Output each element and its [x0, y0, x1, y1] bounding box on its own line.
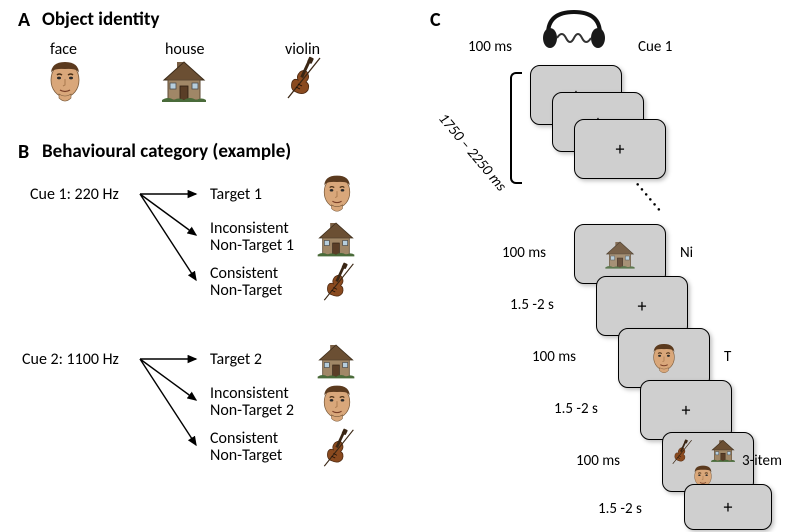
face-icon: [318, 172, 356, 214]
fixation-screen: +: [640, 380, 732, 440]
cue1-consistent: Consistent Non-Target: [210, 265, 310, 299]
cue2-consistent: Consistent Non-Target: [210, 430, 310, 464]
trial-dur-2: 100 ms: [576, 452, 620, 470]
cue2-inconsistent: Inconsistent Non-Target 2: [210, 385, 310, 419]
house-icon: [315, 218, 357, 258]
face-icon: [45, 58, 93, 110]
cue2-label: Cue 2: 1100 Hz: [22, 350, 119, 369]
panel-a-title: Object identity: [42, 8, 159, 31]
ellipsis-icon: ······: [629, 175, 671, 219]
trial-isi-1: 1.5 -2 s: [554, 400, 598, 418]
house-icon: [160, 56, 212, 106]
cue1-target: Target 1: [210, 185, 262, 204]
violin-icon: [318, 262, 356, 302]
panel-a-letter: A: [18, 8, 30, 32]
stimulus-screen-ni: [574, 224, 666, 284]
trial-dur-0: 100 ms: [502, 244, 546, 262]
headphones-icon: [540, 6, 610, 54]
panel-b-letter: B: [18, 140, 29, 164]
panel-c-letter: C: [430, 8, 441, 32]
cue1-arrows-icon: [136, 180, 206, 290]
fixation-screen: +: [596, 276, 688, 336]
panel-b-title: Behavioural category (example): [42, 140, 291, 163]
cue1-inconsistent: Inconsistent Non-Target 1: [210, 220, 310, 254]
stimulus-screen-3item: [662, 432, 754, 492]
jitter-bracket-icon: [510, 72, 522, 184]
trial-tag-0: Ni: [680, 244, 693, 262]
cue-duration: 100 ms: [468, 38, 512, 56]
trial-isi-0: 1.5 -2 s: [510, 296, 554, 314]
fixation-screen: +: [574, 119, 666, 179]
cue2-target: Target 2: [210, 350, 262, 369]
violin-icon: [282, 56, 328, 104]
trial-isi-2: 1.5 -2 s: [598, 500, 642, 518]
obj-label-face: face: [50, 40, 77, 59]
trial-dur-1: 100 ms: [532, 348, 576, 366]
cue1-label: Cue 1: 220 Hz: [30, 185, 119, 204]
cue-label: Cue 1: [638, 38, 672, 56]
fixation-screen: +: [684, 484, 772, 530]
cue2-arrows-icon: [136, 345, 206, 455]
face-icon: [318, 382, 356, 424]
violin-icon: [318, 428, 356, 468]
house-icon: [315, 340, 357, 380]
stimulus-screen-t: [618, 328, 710, 388]
jitter-label: 1750 – 2250 ms: [434, 110, 510, 195]
trial-tag-2: 3-item: [742, 452, 782, 470]
trial-tag-1: T: [724, 348, 731, 366]
